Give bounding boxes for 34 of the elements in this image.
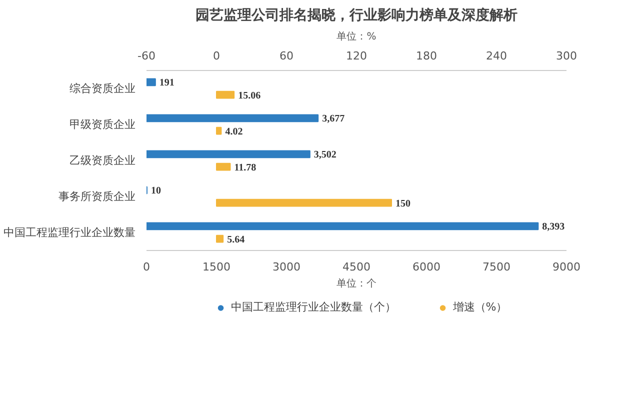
data-label: 15.06 — [238, 90, 261, 102]
x-tick-label: 3000 — [272, 260, 301, 274]
x2-tick-label: 180 — [416, 50, 437, 62]
chart-title: 园艺监理公司排名揭晓，行业影响力榜单及深度解析 — [196, 6, 518, 24]
data-label: 191 — [159, 78, 174, 89]
x2-tick-label: 240 — [486, 50, 507, 62]
data-label: 8,393 — [542, 222, 565, 233]
x-tick-label: 4500 — [342, 260, 371, 274]
x2-tick-label: 300 — [556, 50, 577, 62]
x2-axis-title: 单位：% — [336, 30, 376, 42]
x2-tick-label: 120 — [346, 50, 367, 62]
data-label: 10 — [150, 186, 161, 197]
data-label: 4.02 — [225, 126, 243, 138]
legend-label: 增速（%） — [452, 300, 508, 314]
y-tick-label: 综合资质企业 — [70, 82, 136, 95]
y-tick-label: 乙级资质企业 — [70, 154, 136, 167]
y-tick-label: 事务所资质企业 — [58, 190, 136, 203]
x2-tick-label: 0 — [213, 50, 220, 62]
x2-tick-label: -60 — [138, 50, 156, 62]
x2-tick-label: 60 — [280, 50, 294, 62]
y-tick-label: 中国工程监理行业企业数量 — [4, 226, 136, 239]
data-label: 3,502 — [314, 150, 336, 161]
x-tick-label: 9000 — [552, 260, 581, 274]
y-tick-label: 甲级资质企业 — [70, 118, 136, 131]
data-label: 3,677 — [322, 114, 345, 125]
x-axis-title: 单位：个 — [336, 278, 376, 290]
data-label: 11.78 — [234, 162, 256, 174]
x-tick-label: 1500 — [202, 260, 231, 274]
x-tick-label: 0 — [143, 260, 150, 274]
x-tick-label: 7500 — [482, 260, 511, 274]
x-tick-label: 6000 — [412, 260, 441, 274]
data-label: 150 — [396, 198, 410, 210]
legend-label: 中国工程监理行业企业数量（个） — [230, 300, 396, 314]
data-label: 5.64 — [227, 234, 245, 246]
